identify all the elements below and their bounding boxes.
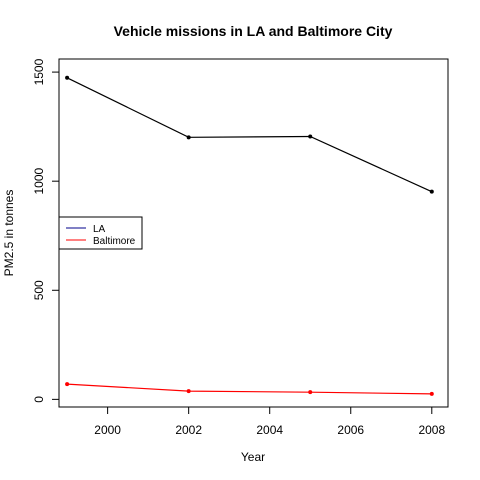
chart-title: Vehicle missions in LA and Baltimore Cit… <box>114 23 393 39</box>
y-tick-label: 500 <box>32 280 46 300</box>
series-line-la <box>66 77 433 193</box>
data-point-baltimore <box>186 389 191 394</box>
legend: LA Baltimore <box>58 216 143 250</box>
legend-box <box>58 216 143 250</box>
y-axis-label: PM2.5 in tonnes <box>2 190 16 277</box>
y-tick-label: 0 <box>32 396 46 403</box>
x-tick-label: 2002 <box>175 423 202 437</box>
series-layer <box>65 75 434 396</box>
x-axis-label: Year <box>241 450 265 464</box>
data-point-baltimore <box>65 382 70 387</box>
x-tick-label: 2008 <box>418 423 445 437</box>
y-tick-label: 1500 <box>32 58 46 85</box>
data-point-baltimore <box>308 390 313 395</box>
x-tick-label: 2000 <box>94 423 121 437</box>
data-point-la <box>308 134 313 139</box>
series-line-baltimore <box>67 383 432 395</box>
legend-label-baltimore: Baltimore <box>93 236 136 247</box>
x-tick-label: 2004 <box>256 423 283 437</box>
data-point-la <box>186 135 191 140</box>
x-tick-label: 2006 <box>337 423 364 437</box>
x-axis: 2000 2002 2004 2006 2008 <box>94 406 445 437</box>
y-axis: 0 500 1000 1500 <box>32 58 60 403</box>
legend-label-la: LA <box>93 224 106 235</box>
data-point-la <box>65 75 70 80</box>
data-point-la <box>429 189 434 194</box>
y-tick-label: 1000 <box>32 168 46 195</box>
data-point-baltimore <box>429 391 434 396</box>
